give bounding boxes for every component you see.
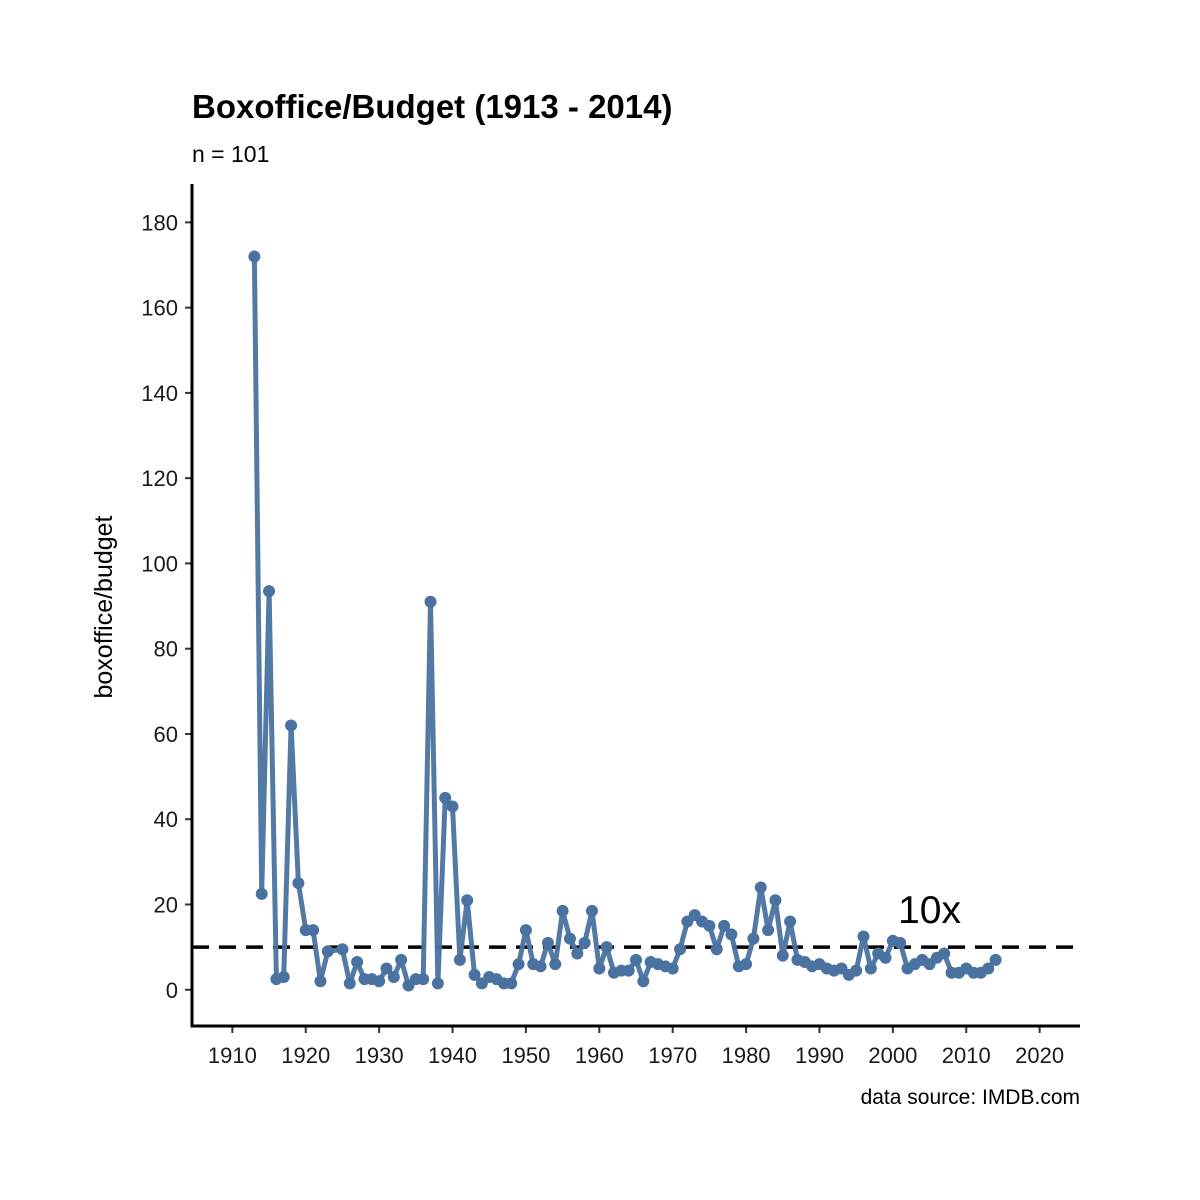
data-point (307, 924, 320, 937)
data-point (321, 945, 334, 958)
data-point (674, 943, 687, 956)
data-point (439, 791, 452, 804)
data-point (637, 975, 650, 988)
data-point (461, 894, 474, 907)
y-tick-label: 40 (154, 807, 178, 832)
data-point (417, 973, 430, 986)
y-tick-label: 160 (141, 296, 178, 321)
data-point (784, 915, 797, 928)
data-point (725, 928, 738, 941)
data-point (541, 936, 554, 949)
x-tick-label: 2000 (868, 1043, 917, 1068)
x-tick-label: 2010 (942, 1043, 991, 1068)
data-point (666, 962, 679, 975)
data-point (556, 904, 569, 917)
series-line (251, 256, 998, 988)
data-point (762, 924, 775, 937)
data-point (600, 941, 613, 954)
data-point (468, 968, 481, 981)
data-point (593, 962, 606, 975)
data-point (343, 977, 356, 990)
data-point (703, 919, 716, 932)
y-tick-label: 100 (141, 551, 178, 576)
data-point (292, 877, 305, 890)
y-axis-ticks: 0 20 40 60 80 100 120 140 160 180 (141, 210, 192, 1003)
data-point (373, 975, 386, 988)
data-point (585, 904, 598, 917)
y-tick-label: 20 (154, 892, 178, 917)
data-point (431, 977, 444, 990)
x-tick-label: 1970 (648, 1043, 697, 1068)
caption: data source: IMDB.com (861, 1086, 1080, 1109)
x-tick-label: 1920 (281, 1043, 330, 1068)
x-tick-label: 1910 (208, 1043, 257, 1068)
data-point (263, 585, 276, 598)
data-point (446, 800, 459, 813)
chart-title: Boxoffice/Budget (1913 - 2014) (192, 88, 672, 125)
data-point (578, 936, 591, 949)
data-point (747, 932, 760, 945)
x-tick-label: 1950 (501, 1043, 550, 1068)
data-points (248, 250, 1002, 992)
x-tick-label: 1960 (575, 1043, 624, 1068)
data-point (879, 951, 892, 964)
data-point (314, 975, 327, 988)
data-point (740, 958, 753, 971)
data-point (630, 953, 642, 966)
data-point (850, 964, 863, 977)
data-point (571, 947, 584, 960)
data-point (336, 943, 349, 956)
y-tick-label: 60 (154, 722, 178, 747)
data-point (754, 881, 767, 894)
data-point (718, 919, 731, 932)
data-point (938, 947, 951, 960)
y-tick-label: 0 (166, 978, 178, 1003)
x-tick-label: 1930 (355, 1043, 404, 1068)
data-point (519, 924, 532, 937)
data-point (894, 936, 907, 949)
data-point (285, 719, 298, 732)
x-tick-label: 1940 (428, 1043, 477, 1068)
data-point (380, 962, 393, 975)
data-point (776, 949, 789, 962)
reference-annotation: 10x (898, 889, 961, 932)
data-point (512, 958, 525, 971)
data-point (505, 977, 518, 990)
data-point (534, 960, 547, 973)
data-point (769, 894, 782, 907)
data-point (351, 956, 364, 969)
y-tick-label: 140 (141, 381, 178, 406)
data-point (989, 953, 1002, 966)
data-point (982, 962, 995, 975)
data-point (622, 964, 635, 977)
y-tick-label: 180 (141, 210, 178, 235)
data-point (549, 958, 562, 971)
x-tick-label: 2020 (1015, 1043, 1064, 1068)
data-point (864, 962, 877, 975)
x-tick-label: 1980 (722, 1043, 771, 1068)
y-tick-label: 80 (154, 637, 178, 662)
x-axis-ticks: 1910 1920 1930 1940 1950 1960 1970 1980 1990 2000… (208, 1026, 1064, 1068)
data-point (857, 930, 870, 943)
x-tick-label: 1990 (795, 1043, 844, 1068)
data-point (710, 943, 723, 956)
data-point (395, 953, 408, 966)
data-point (255, 887, 268, 900)
data-point (277, 970, 290, 983)
y-tick-label: 120 (141, 466, 178, 491)
data-point (563, 932, 576, 945)
data-point (424, 595, 437, 608)
y-axis-label: boxoffice/budget (90, 515, 118, 698)
data-point (453, 953, 466, 966)
chart-subtitle: n = 101 (192, 141, 269, 167)
data-point (387, 970, 400, 983)
data-point (248, 250, 261, 263)
